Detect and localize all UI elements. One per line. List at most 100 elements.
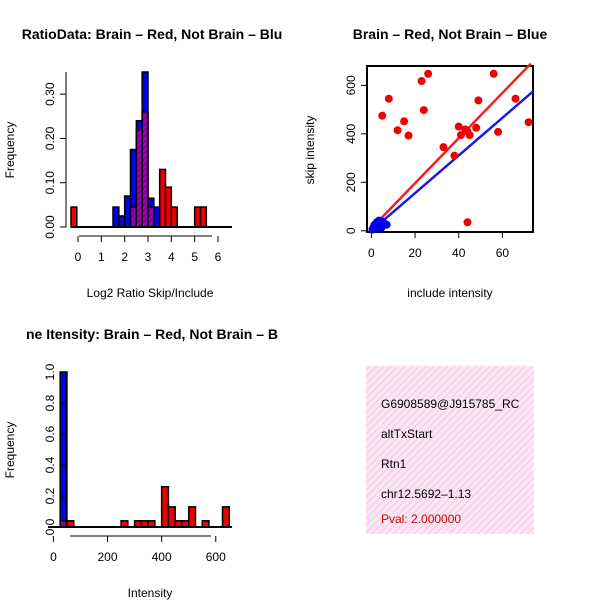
ratio-xtick-label-6: 6: [215, 250, 222, 264]
intensity-histogram-y-ticks: 0.0 0.2 0.4 0.6 0.8 1.0: [43, 363, 66, 535]
ratio-histogram-panel: RatioData: Brain – Red, Not Brain – Blu …: [3, 26, 282, 300]
scatter-fit-lines: [370, 62, 534, 232]
fit-line-not-brain: [370, 90, 534, 232]
intensity-bar-red-6: [160, 485, 170, 528]
ratio-xtick-label-1: 1: [98, 250, 105, 264]
scatter-points: [368, 69, 533, 234]
intensity-scatter-panel: Brain – Red, Not Brain – Blue 0 20 40 60 0 2…: [303, 26, 547, 300]
scatter-y-ticks: 0 200 400 600: [344, 75, 367, 234]
scatter-point-red-21: [463, 218, 472, 227]
intensity-bar-red-12: [221, 506, 231, 528]
intensity-xtick-label-0: 0: [50, 550, 57, 564]
genomic-location: chr12.5692–1.13: [381, 487, 471, 501]
intensity-ytick-label-0: 0.0: [43, 518, 57, 535]
scatter-point-red-8: [439, 143, 448, 152]
scatter-point-red-0: [378, 111, 387, 120]
scatter-point-red-14: [465, 131, 474, 140]
scatter-point-red-10: [454, 122, 463, 131]
scatter-point-red-4: [404, 131, 413, 140]
scatter-point-red-9: [450, 151, 459, 160]
ratio-bar-red-5: [158, 168, 167, 228]
intensity-ytick-label-4: 0.8: [43, 394, 57, 411]
ratio-xtick-label-4: 4: [168, 250, 175, 264]
ratio-xtick-label-3: 3: [145, 250, 152, 264]
ratio-bar-red-8: [193, 206, 202, 228]
scatter-xtick-label-1: 20: [408, 246, 422, 260]
ratio-histogram-title: RatioData: Brain – Red, Not Brain – Blu: [22, 26, 283, 42]
ratio-bar-blue-0: [112, 206, 120, 228]
ratio-histogram-y-label: Frequency: [3, 122, 17, 179]
intensity-ytick-label-1: 0.2: [43, 487, 57, 504]
ratio-bar-overlap-1: [129, 206, 138, 228]
scatter-point-red-5: [417, 77, 426, 86]
scatter-title: Brain – Red, Not Brain – Blue: [353, 26, 548, 42]
ratio-xtick-label-5: 5: [191, 250, 198, 264]
scatter-ytick-label-0: 0: [344, 227, 358, 234]
ratio-bar-overlap-2: [135, 128, 143, 228]
scatter-ytick-label-2: 400: [344, 124, 358, 144]
scatter-point-red-2: [393, 126, 402, 135]
scatter-point-red-1: [384, 94, 393, 103]
ratio-xtick-label-2: 2: [121, 250, 128, 264]
scatter-point-red-18: [494, 127, 503, 136]
event-info-panel: G6908589@J915785_RC altTxStart Rtn1 chr1…: [366, 366, 534, 534]
intensity-ytick-label-2: 0.4: [43, 456, 57, 473]
ratio-bar-overlap-4: [147, 206, 155, 228]
scatter-point-red-15: [472, 123, 481, 132]
ratio-ytick-label-1: 0.10: [43, 171, 57, 195]
ratio-ytick-label-0: 0.00: [43, 215, 57, 239]
ratio-histogram-x-label: Log2 Ratio Skip/Include: [87, 286, 214, 300]
event-id: G6908589@J915785_RC: [381, 397, 520, 411]
ratio-bar-red-7: [170, 206, 178, 228]
ratio-bar-overlap-3: [141, 111, 149, 228]
intensity-ytick-label-5: 1.0: [43, 363, 57, 380]
ratio-bar-red-9: [199, 206, 208, 228]
scatter-point-red-6: [419, 106, 428, 115]
ratio-ytick-label-3: 0.30: [43, 82, 57, 106]
ratio-bar-red-6: [164, 186, 173, 228]
intensity-histogram-y-label: Frequency: [3, 422, 17, 479]
scatter-ytick-label-3: 600: [344, 75, 358, 95]
scatter-xtick-label-3: 60: [496, 246, 510, 260]
scatter-ytick-label-1: 200: [344, 172, 358, 192]
intensity-histogram-bars: [48, 371, 232, 528]
ratio-histogram-y-ticks: 0.00 0.10 0.20 0.30: [43, 82, 66, 239]
ratio-ytick-label-2: 0.20: [43, 126, 57, 150]
intensity-xtick-label-1: 200: [98, 550, 118, 564]
intensity-histogram-x-ticks: 0 200 400 600: [50, 536, 226, 564]
scatter-point-red-19: [511, 94, 520, 103]
scatter-y-label: skip intensity: [303, 116, 317, 185]
ratio-histogram-x-ticks: 0 1 2 3 4 5 6: [75, 236, 222, 264]
scatter-plot-frame: [366, 65, 534, 233]
scatter-point-red-17: [489, 69, 498, 78]
ratio-bar-blue-1: [118, 215, 126, 228]
ratio-bar-red-0: [70, 206, 78, 228]
event-type: altTxStart: [381, 427, 433, 441]
intensity-histogram-x-label: Intensity: [128, 586, 173, 600]
intensity-histogram-title: ne Itensity: Brain – Red, Not Brain – B: [26, 326, 278, 342]
ratio-xtick-label-0: 0: [75, 250, 82, 264]
scatter-point-red-11: [456, 131, 465, 140]
info-panel-background: [366, 366, 534, 534]
gene-name: Rtn1: [381, 457, 407, 471]
intensity-xtick-label-3: 600: [206, 550, 226, 564]
ratio-bar-blue-7: [153, 206, 161, 228]
ratio-bar-blue-2: [123, 195, 132, 228]
scatter-point-red-20: [524, 118, 533, 127]
scatter-x-ticks: 0 20 40 60: [368, 232, 509, 260]
scatter-point-red-7: [424, 69, 433, 78]
fit-line-brain: [370, 62, 532, 230]
intensity-bar-red-10: [187, 506, 197, 528]
scatter-xtick-label-0: 0: [368, 246, 375, 260]
scatter-point-red-3: [400, 117, 409, 126]
ratio-histogram-bars: [70, 71, 232, 228]
intensity-xtick-label-2: 400: [152, 550, 172, 564]
intensity-histogram-panel: ne Itensity: Brain – Red, Not Brain – B …: [3, 326, 278, 600]
intensity-bar-red-7: [167, 506, 176, 528]
p-value: Pval: 2.000000: [381, 512, 461, 526]
scatter-xtick-label-2: 40: [452, 246, 466, 260]
scatter-point-blue-12: [382, 220, 391, 229]
scatter-x-label: include intensity: [407, 286, 492, 300]
intensity-ytick-label-3: 0.6: [43, 425, 57, 442]
